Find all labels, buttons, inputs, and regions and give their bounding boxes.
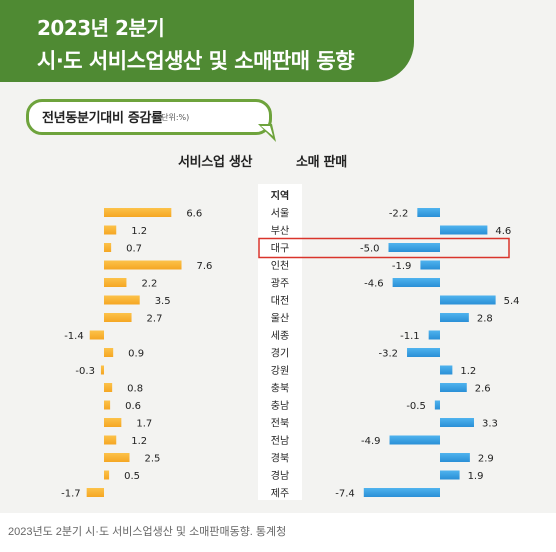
region-label-7: 세종 bbox=[271, 330, 289, 342]
retail-value-label-10: 2.6 bbox=[475, 384, 491, 395]
retail-value-label-5: 5.4 bbox=[504, 296, 520, 307]
service-value-label-9: -0.3 bbox=[75, 366, 95, 377]
region-label-5: 대전 bbox=[271, 295, 289, 307]
service-bar-6 bbox=[104, 313, 132, 322]
service-value-label-4: 2.2 bbox=[141, 279, 157, 290]
region-label-0: 서울 bbox=[271, 208, 289, 220]
retail-value-label-3: -1.9 bbox=[392, 261, 412, 272]
retail-value-label-0: -2.2 bbox=[389, 209, 409, 220]
region-label-10: 충북 bbox=[271, 383, 289, 395]
service-value-label-6: 2.7 bbox=[147, 314, 163, 325]
service-bar-12 bbox=[104, 418, 122, 427]
retail-bar-0 bbox=[417, 208, 440, 217]
retail-series-header: 소매 판매 bbox=[296, 155, 347, 170]
region-label-15: 경남 bbox=[271, 469, 289, 482]
retail-value-label-9: 1.2 bbox=[460, 366, 476, 377]
region-label-16: 제주 bbox=[271, 488, 289, 500]
retail-bar-15 bbox=[440, 470, 460, 480]
region-label-8: 경기 bbox=[271, 347, 289, 360]
retail-value-label-12: 3.3 bbox=[482, 419, 498, 430]
service-series-header: 서비스업 생산 bbox=[178, 155, 253, 170]
retail-value-label-2: -5.0 bbox=[360, 244, 380, 255]
retail-value-label-14: 2.9 bbox=[478, 454, 494, 465]
service-bar-1 bbox=[104, 225, 117, 235]
retail-value-label-11: -0.5 bbox=[406, 401, 426, 412]
service-bar-9 bbox=[100, 365, 104, 375]
title-line-2: 시·도 서비스업생산 및 소매판매 동향 bbox=[37, 49, 355, 73]
subtitle-label: 전년동분기대비 증감률 bbox=[42, 111, 163, 126]
retail-bar-13 bbox=[389, 435, 440, 445]
region-label-14: 경북 bbox=[271, 452, 289, 465]
retail-bar-3 bbox=[420, 260, 440, 270]
bubble-tail bbox=[258, 124, 276, 142]
service-value-label-3: 7.6 bbox=[197, 261, 213, 272]
service-value-label-14: 2.5 bbox=[145, 454, 161, 465]
service-bar-3 bbox=[104, 260, 182, 270]
service-value-label-1: 1.2 bbox=[131, 226, 147, 237]
region-label-3: 인천 bbox=[271, 260, 289, 272]
retail-bar-4 bbox=[392, 278, 440, 287]
service-bar-11 bbox=[104, 400, 111, 410]
retail-bar-12 bbox=[440, 418, 474, 427]
region-label-13: 전남 bbox=[271, 435, 289, 447]
retail-value-label-4: -4.6 bbox=[364, 279, 384, 290]
title-banner bbox=[0, 0, 414, 82]
retail-value-label-7: -1.1 bbox=[400, 331, 420, 342]
service-value-label-15: 0.5 bbox=[124, 471, 140, 482]
retail-value-label-16: -7.4 bbox=[335, 489, 355, 500]
retail-bar-14 bbox=[440, 453, 470, 462]
service-bar-13 bbox=[104, 435, 117, 445]
service-value-label-13: 1.2 bbox=[131, 436, 147, 447]
service-value-label-7: -1.4 bbox=[64, 331, 84, 342]
retail-bar-10 bbox=[440, 383, 467, 392]
retail-bar-11 bbox=[434, 400, 440, 410]
retail-value-label-1: 4.6 bbox=[495, 226, 511, 237]
retail-bar-9 bbox=[440, 365, 453, 375]
retail-bar-6 bbox=[440, 313, 469, 322]
region-column-bg bbox=[258, 184, 302, 500]
service-bar-8 bbox=[104, 348, 114, 357]
retail-value-label-15: 1.9 bbox=[468, 471, 484, 482]
region-label-11: 충남 bbox=[271, 400, 289, 412]
subtitle-unit: (단위:%) bbox=[158, 113, 190, 122]
service-value-label-5: 3.5 bbox=[155, 296, 171, 307]
figure-caption: 2023년도 2분기 시·도 서비스업생산 및 소매판매동향. 통계청 bbox=[8, 526, 287, 538]
service-bar-16 bbox=[86, 488, 104, 497]
service-value-label-8: 0.9 bbox=[128, 349, 144, 360]
retail-bar-2 bbox=[388, 243, 440, 252]
retail-bar-5 bbox=[440, 295, 496, 305]
retail-value-label-6: 2.8 bbox=[477, 314, 493, 325]
retail-bar-7 bbox=[428, 330, 440, 340]
subtitle-bubble bbox=[26, 99, 272, 135]
service-bar-10 bbox=[104, 383, 113, 392]
service-bar-0 bbox=[104, 208, 172, 217]
service-value-label-11: 0.6 bbox=[125, 401, 141, 412]
title-line-1: 2023년 2분기 bbox=[37, 16, 165, 40]
region-column-header: 지역 bbox=[271, 189, 289, 202]
retail-bar-16 bbox=[363, 488, 440, 497]
highlight-box bbox=[258, 237, 510, 259]
region-label-9: 강원 bbox=[271, 365, 289, 377]
service-bar-14 bbox=[104, 453, 130, 462]
service-bar-15 bbox=[104, 470, 110, 480]
retail-bar-1 bbox=[440, 225, 488, 235]
service-bar-5 bbox=[104, 295, 140, 305]
service-value-label-2: 0.7 bbox=[126, 244, 142, 255]
retail-bar-8 bbox=[407, 348, 440, 357]
region-label-1: 부산 bbox=[271, 225, 289, 237]
service-bar-7 bbox=[89, 330, 104, 340]
service-value-label-16: -1.7 bbox=[61, 489, 81, 500]
service-bar-2 bbox=[104, 243, 112, 252]
retail-value-label-13: -4.9 bbox=[361, 436, 381, 447]
region-label-2: 대구 bbox=[271, 243, 289, 255]
service-value-label-0: 6.6 bbox=[186, 209, 202, 220]
retail-value-label-8: -3.2 bbox=[379, 349, 399, 360]
service-bar-4 bbox=[104, 278, 127, 287]
service-value-label-12: 1.7 bbox=[136, 419, 152, 430]
region-label-6: 울산 bbox=[271, 313, 289, 325]
region-label-12: 전북 bbox=[271, 418, 289, 430]
region-label-4: 광주 bbox=[271, 278, 289, 290]
service-value-label-10: 0.8 bbox=[127, 384, 143, 395]
